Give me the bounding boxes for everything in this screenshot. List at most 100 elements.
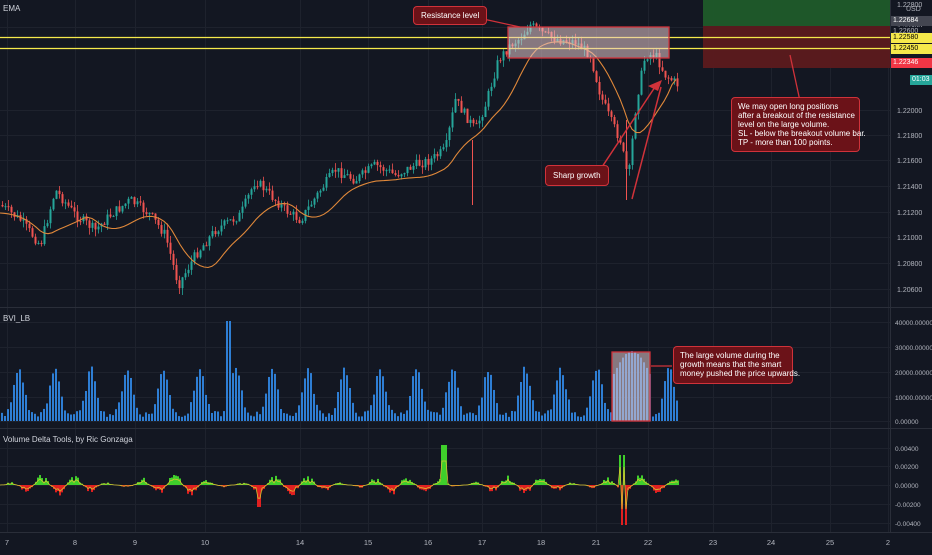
candle-body	[598, 81, 601, 95]
time-axis[interactable]: 7 8 9 10 14 15 16 17 18 21 22 23 24 25 2	[5, 538, 890, 547]
candle-body	[331, 169, 334, 174]
candle-body	[361, 170, 364, 175]
volume-bar	[241, 390, 243, 421]
volume-bar	[55, 368, 57, 421]
candle-body	[466, 108, 469, 123]
candle-body	[616, 124, 619, 139]
volume-bar	[586, 407, 588, 421]
volume-bar	[97, 397, 99, 421]
sharp-growth-text: Sharp growth	[553, 171, 601, 180]
volume-bar	[451, 369, 453, 421]
time-tick-label: 9	[133, 538, 137, 547]
volume-bar	[91, 366, 93, 421]
volume-bar	[268, 376, 270, 421]
take-profit-zone[interactable]	[703, 0, 890, 26]
stop-loss-zone[interactable]	[703, 26, 890, 68]
candle-body	[664, 70, 667, 78]
volume-bar	[133, 394, 135, 421]
ema-indicator-label[interactable]: EMA	[3, 4, 21, 13]
volume-bar	[520, 381, 522, 421]
candle-body	[250, 189, 253, 195]
volume-axis[interactable]: 40000.00000 30000.00000 20000.00000 10000.0…	[895, 320, 932, 426]
volume-bar	[664, 381, 666, 421]
resistance-level-callout[interactable]: Resistance level	[413, 6, 488, 25]
candle-body	[487, 90, 490, 107]
candle-body	[676, 78, 679, 87]
candle-body	[637, 94, 640, 114]
volume-bar	[562, 375, 564, 421]
volume-bar	[496, 403, 498, 421]
volume-bar	[658, 412, 660, 421]
volume-bar	[676, 400, 678, 421]
currency-label: USD	[906, 6, 921, 13]
candle-body	[499, 60, 502, 62]
price-label-axis-tick: 1.22600	[891, 27, 932, 37]
candle-body	[262, 180, 265, 191]
volume-bar	[394, 413, 396, 421]
volume-bar	[502, 414, 504, 421]
volume-bar	[175, 412, 177, 421]
volume-bar	[244, 407, 246, 421]
volume-bar	[76, 411, 78, 421]
bvi-indicator-label[interactable]: BVI_LB	[3, 314, 31, 323]
candle-body	[658, 52, 661, 68]
candle-body	[76, 211, 79, 222]
delta-tick-label: -0.00400	[895, 521, 921, 528]
volume-bar	[118, 402, 120, 421]
candle-body	[103, 223, 106, 225]
volume-bar	[367, 410, 369, 421]
volume-bar	[406, 410, 408, 421]
volume-bar	[232, 373, 234, 421]
volume-bar	[16, 372, 18, 421]
volume-bar	[145, 412, 147, 421]
volume-highlight-box[interactable]	[611, 351, 651, 422]
delta-axis[interactable]: 0.00400 0.00200 0.00000 -0.00200 -0.00400	[895, 446, 921, 528]
volume-bar	[61, 396, 63, 421]
candle-body	[235, 221, 238, 223]
resistance-box[interactable]	[507, 26, 670, 59]
volume-bar	[310, 373, 312, 421]
volume-bar	[112, 415, 114, 421]
volume-tick-label: 40000.00000	[895, 320, 932, 327]
candle-body	[433, 154, 436, 159]
volume-bar	[580, 416, 582, 421]
volume-bar	[124, 374, 126, 421]
candle-body	[322, 187, 325, 191]
volume-bar	[82, 400, 84, 421]
candle-body	[175, 264, 178, 281]
candle-body	[283, 204, 286, 206]
volume-bar	[49, 385, 51, 421]
volume-tick-label: 10000.00000	[895, 395, 932, 402]
candle-body	[367, 166, 370, 173]
volume-bar	[430, 411, 432, 421]
candle-body	[355, 181, 358, 184]
volume-bar	[442, 407, 444, 421]
volume-bars	[1, 321, 678, 421]
candle-body	[445, 140, 448, 148]
candle-body	[415, 159, 418, 166]
candle-body	[385, 170, 388, 172]
candle-body	[244, 198, 247, 207]
candle-body	[394, 173, 397, 175]
volume-bar	[610, 412, 612, 421]
volume-bar	[148, 413, 150, 421]
volume-note-line: The large volume during the	[680, 351, 780, 360]
volume-bar	[415, 369, 417, 421]
volume-note-callout[interactable]: The large volume during the growth means…	[673, 346, 800, 384]
volume-bar	[67, 413, 69, 421]
sharp-growth-callout[interactable]: Sharp growth	[545, 165, 609, 186]
price-label-stop: 1.22346	[891, 58, 932, 68]
volume-bar	[178, 416, 180, 421]
trade-plan-callout[interactable]: We may open long positions after a break…	[731, 97, 866, 152]
candle-body	[535, 23, 538, 27]
volume-bar	[589, 396, 591, 421]
candle-body	[328, 173, 331, 178]
candle-body	[127, 198, 130, 204]
candle-body	[610, 111, 613, 118]
volume-delta-indicator-label[interactable]: Volume Delta Tools, by Ric Gonzaga	[3, 435, 133, 444]
volume-bar	[22, 382, 24, 421]
trade-callout-pointer	[789, 54, 801, 102]
time-tick-label: 21	[592, 538, 600, 547]
